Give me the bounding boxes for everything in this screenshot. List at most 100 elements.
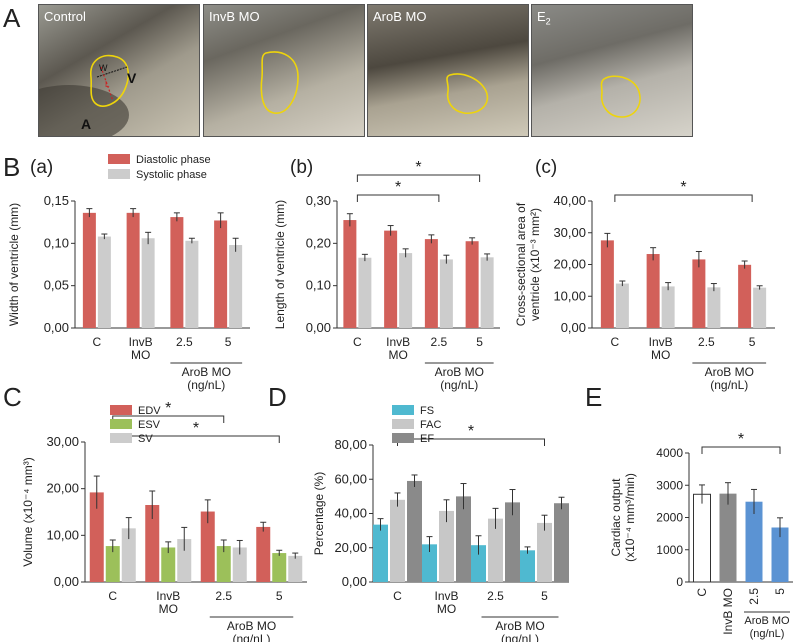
c-bar [232,547,247,582]
e-bar [771,527,789,582]
d-legend-swatch [392,419,414,429]
c-bar [216,546,231,582]
d-bar [456,496,471,582]
bb-bar [358,257,372,328]
c-group-label: (ng/nL) [232,632,270,642]
bb-significance-star: * [415,159,421,176]
annotation-w: W [99,63,108,73]
ba-category-label: 2.5 [176,335,193,349]
c-legend-label: SV [138,433,153,445]
subpanel-letter-b: (b) [290,157,314,178]
c-category-label: InvB [156,589,180,603]
e-y-tick-label: 1000 [656,543,683,557]
e-significance-bracket [701,446,781,454]
d-bar [505,502,520,582]
bc-bar [615,283,629,328]
e-category-label: InvB MO [721,588,735,635]
d-category-label: C [393,589,402,603]
ba-category-label: MO [131,348,150,362]
ba-category-label: 5 [225,335,232,349]
c-bar [272,553,287,582]
d-group-label: AroB MO [495,619,544,633]
d-legend-swatch [392,433,414,443]
ba-y-tick-label: 0,05 [44,278,69,293]
bc-category-label: 5 [749,335,756,349]
bb-bar [439,259,453,328]
bb-significance-bracket [356,174,481,182]
e-y-tick-label: 2000 [656,511,683,525]
d-category-label: InvB [434,589,458,603]
e2-heart-outline [600,75,641,118]
c-bar [256,526,271,582]
c-bar [288,555,303,582]
annotation-a: A [81,116,91,132]
bc-bar [661,286,675,328]
bb-category-label: 5 [476,335,483,349]
d-legend-label: FAC [420,419,441,431]
bc-significance-star: * [680,179,686,196]
c-significance-star: * [165,400,171,417]
ba-legend-swatch [108,154,130,164]
c-y-tick-label: 10,00 [46,527,79,542]
ba-group-label: (ng/nL) [187,378,225,392]
bb-category-label: 2.5 [431,335,448,349]
c-bar [105,546,120,582]
subpanel-letter-c: (c) [535,157,558,178]
arob-heart-outline [446,73,489,115]
control-heart-outline: W V L A [39,54,137,136]
bc-category-label: C [611,335,620,349]
d-legend-label: FS [420,405,434,417]
ba-y-axis-label: Width of ventricle (mm) [7,203,21,326]
e-bar [745,501,763,582]
bb-bar [480,257,494,328]
c-bar [145,505,160,582]
e-significance-star: * [738,431,744,448]
ba-legend-label: Diastolic phase [136,154,211,166]
ba-bar [141,238,155,328]
ba-category-label: C [93,335,102,349]
bb-significance-star: * [395,179,401,196]
ba-y-tick-label: 0,00 [44,320,69,335]
c-bar [177,539,192,582]
e-bar [719,493,737,582]
ba-legend-label: Systolic phase [136,169,207,181]
ba-bar [126,212,140,328]
panel-letter-e: E [585,382,603,412]
d-bar [422,544,437,582]
c-y-tick-label: 30,00 [46,434,79,449]
d-bar [439,510,454,582]
annotation-v: V [127,70,137,86]
d-y-tick-label: 0,00 [342,574,367,589]
bb-category-label: C [353,335,362,349]
photo-label-arob: AroB MO [373,9,427,24]
c-legend-label: ESV [138,419,161,431]
d-category-label: MO [437,602,456,616]
photo-e2: E2 [531,4,693,137]
bb-bar [465,241,479,328]
subpanel-letter-a: (a) [30,157,54,178]
d-legend-label: EF [420,433,434,445]
photo-label-e2: E2 [537,9,551,27]
d-y-axis-label: Percentage (%) [312,472,326,555]
photo-control: W V L A Control [38,4,200,137]
c-bar [121,528,136,582]
ba-bar [185,240,199,328]
annotation-l: L [105,80,110,89]
d-group-label: (ng/nL) [501,632,539,642]
bc-group-label: (ng/nL) [710,378,748,392]
photo-label-control: Control [44,9,86,24]
e-y-axis-label: (x10⁻⁴ mm³/min) [623,473,637,562]
panel-letter-d: D [268,382,287,412]
e-group-label: (ng/nL) [750,628,785,640]
c-category-label: C [108,589,117,603]
bc-y-tick-label: 40,00 [553,193,586,208]
bc-bar [707,287,721,328]
c-legend-swatch [110,433,132,443]
bb-category-label: MO [388,348,407,362]
d-bar [373,524,388,582]
d-y-tick-label: 20,00 [334,540,367,555]
c-bar [161,547,176,582]
bc-y-axis-label: Cross-sectional area of [514,202,528,326]
ba-category-label: InvB [129,335,153,349]
d-y-tick-label: 80,00 [334,437,367,452]
